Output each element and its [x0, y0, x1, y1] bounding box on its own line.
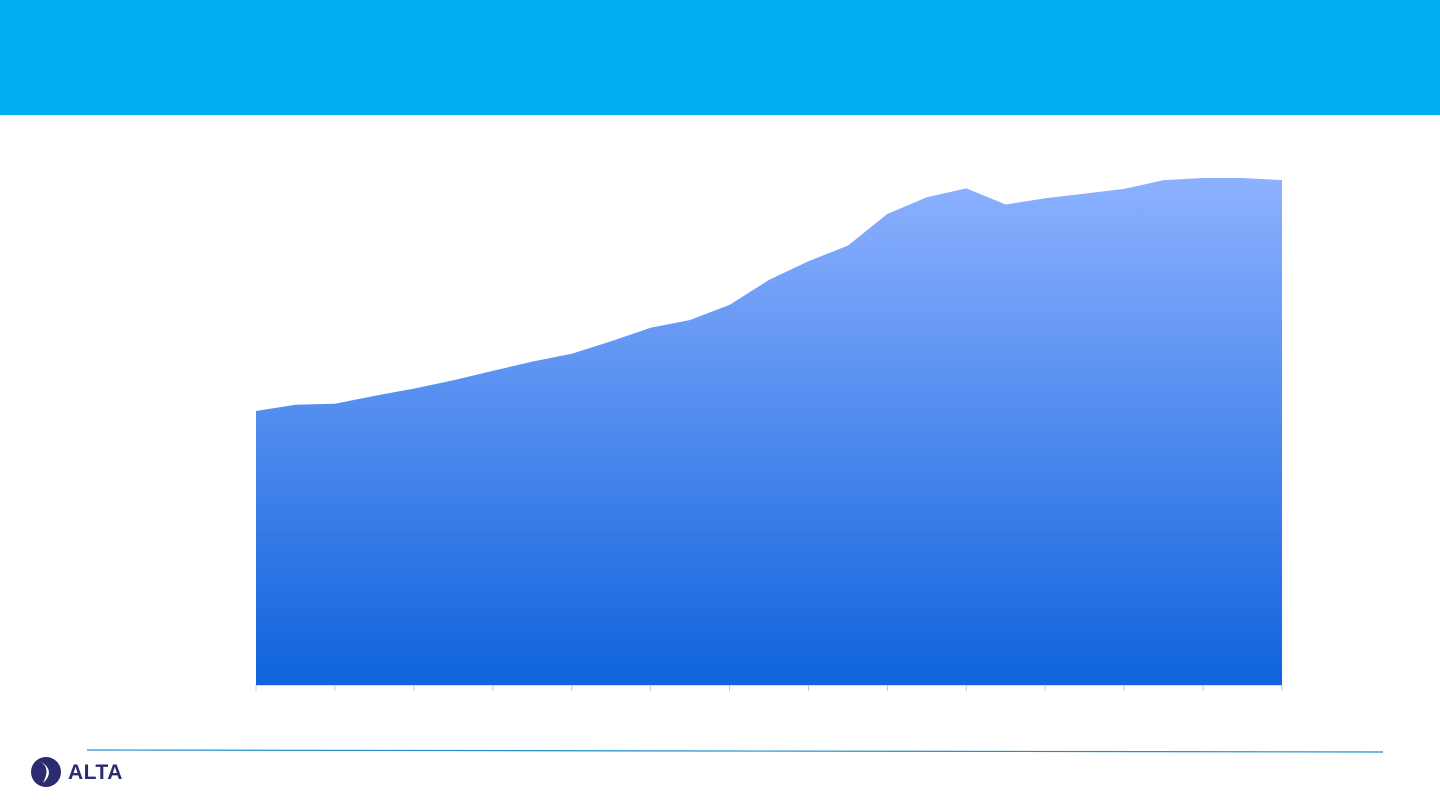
- header-band: [0, 0, 1440, 115]
- alta-logo: ALTA: [30, 754, 123, 790]
- globe-swoosh-icon: [31, 757, 61, 787]
- footer-rule: [86, 740, 1384, 753]
- chart-area: [0, 115, 1440, 735]
- x-axis: [255, 685, 1283, 691]
- series-layer: [256, 178, 1282, 685]
- area-chart: [255, 178, 1283, 691]
- footer-rule-line: [86, 749, 1384, 753]
- area-series: [256, 178, 1282, 685]
- logo-text: ALTA: [68, 760, 123, 784]
